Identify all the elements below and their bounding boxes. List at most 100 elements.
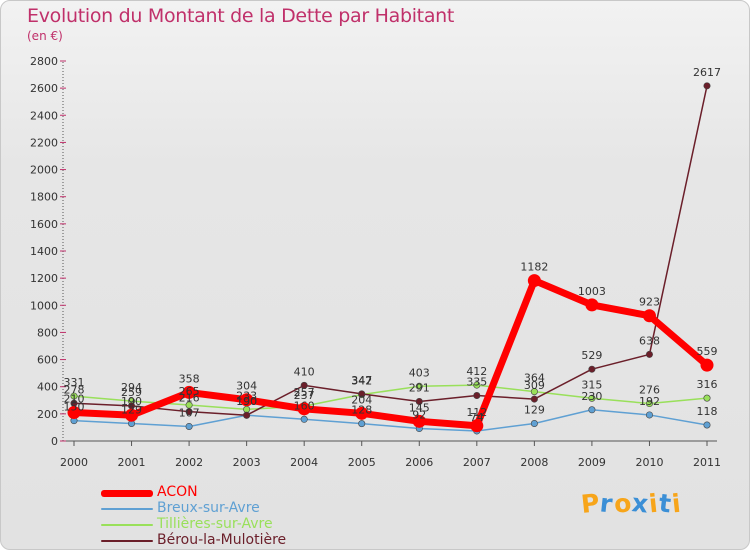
data-label: 204 bbox=[351, 393, 372, 406]
data-label: 192 bbox=[639, 395, 660, 408]
data-point bbox=[243, 411, 251, 419]
data-label: 315 bbox=[581, 378, 602, 391]
y-tick-label: 1800 bbox=[30, 191, 58, 204]
data-point bbox=[297, 402, 311, 416]
series-line bbox=[73, 277, 710, 430]
data-point bbox=[412, 414, 426, 428]
chart-title: Evolution du Montant de la Dette par Hab… bbox=[27, 5, 455, 27]
x-tick-label: 2006 bbox=[405, 456, 433, 469]
data-label: 335 bbox=[466, 376, 487, 389]
data-point bbox=[358, 390, 366, 398]
x-tick-label: 2009 bbox=[578, 456, 606, 469]
data-point bbox=[588, 394, 596, 402]
data-point bbox=[700, 358, 714, 372]
data-label: 107 bbox=[179, 406, 200, 419]
data-point bbox=[530, 388, 538, 396]
data-point bbox=[70, 392, 78, 400]
legend-label: Bérou-la-Mulotière bbox=[157, 532, 287, 548]
y-tick-label: 1000 bbox=[30, 299, 58, 312]
data-label: 410 bbox=[294, 365, 315, 378]
proxiti-logo: Proxiti bbox=[580, 488, 683, 519]
x-tick-label: 2001 bbox=[118, 456, 146, 469]
data-label: 112 bbox=[466, 406, 487, 419]
data-label: 118 bbox=[697, 405, 718, 418]
data-label: 150 bbox=[64, 401, 85, 414]
data-point bbox=[125, 408, 139, 422]
data-label: 128 bbox=[351, 404, 372, 417]
data-label: 1182 bbox=[520, 261, 548, 274]
data-label: 160 bbox=[294, 399, 315, 412]
y-tick-label: 1400 bbox=[30, 245, 58, 258]
legend-swatch bbox=[101, 508, 153, 510]
data-label: 316 bbox=[697, 378, 718, 391]
data-label: 2617 bbox=[693, 66, 721, 79]
x-tick-label: 2008 bbox=[520, 456, 548, 469]
y-tick-label: 600 bbox=[37, 354, 58, 367]
data-point bbox=[588, 406, 596, 414]
line-chart: 0 200 400 600 800 1000 1200 1400 1600 1800 2000 220… bbox=[30, 55, 721, 469]
data-point bbox=[470, 419, 484, 433]
data-point bbox=[530, 395, 538, 403]
data-point bbox=[415, 382, 423, 390]
data-point bbox=[703, 421, 711, 429]
data-label: 276 bbox=[639, 384, 660, 397]
data-label: 230 bbox=[581, 390, 602, 403]
chart-subtitle: (en €) bbox=[27, 29, 63, 43]
data-label: 190 bbox=[236, 395, 257, 408]
y-tick-label: 1200 bbox=[30, 272, 58, 285]
data-label: 559 bbox=[697, 345, 718, 358]
data-label: 304 bbox=[236, 380, 257, 393]
data-label: 145 bbox=[409, 401, 430, 414]
x-tick-label: 2002 bbox=[175, 456, 203, 469]
data-label: 638 bbox=[639, 334, 660, 347]
data-label: 210 bbox=[64, 393, 85, 406]
data-point bbox=[645, 400, 653, 408]
x-tick-label: 2005 bbox=[348, 456, 376, 469]
x-tick-label: 2010 bbox=[635, 456, 663, 469]
data-label: 237 bbox=[294, 389, 315, 402]
x-tick-label: 2011 bbox=[693, 456, 721, 469]
data-point bbox=[185, 422, 193, 430]
x-tick-label: 2000 bbox=[60, 456, 88, 469]
data-label: 923 bbox=[639, 296, 660, 309]
series-line bbox=[73, 85, 708, 416]
data-point bbox=[642, 309, 656, 323]
data-point bbox=[585, 298, 599, 312]
y-tick-label: 0 bbox=[51, 435, 58, 448]
legend-label: Tillières-sur-Avre bbox=[157, 516, 273, 532]
logo-letter: i bbox=[670, 488, 683, 519]
data-label: 92 bbox=[412, 409, 426, 422]
x-tick-label: 2007 bbox=[463, 456, 491, 469]
legend-label: ACON bbox=[157, 484, 198, 500]
data-label: 265 bbox=[179, 385, 200, 398]
data-point bbox=[182, 385, 196, 399]
data-point bbox=[300, 381, 308, 389]
y-tick-label: 2600 bbox=[30, 82, 58, 95]
data-label: 331 bbox=[64, 376, 85, 389]
y-tick-label: 400 bbox=[37, 381, 58, 394]
data-label: 358 bbox=[179, 372, 200, 385]
data-label: 129 bbox=[121, 403, 142, 416]
data-point bbox=[703, 394, 711, 402]
x-tick-label: 2004 bbox=[290, 456, 318, 469]
data-label: 190 bbox=[121, 395, 142, 408]
legend-label: Breux-sur-Avre bbox=[157, 500, 260, 516]
data-point bbox=[355, 406, 369, 420]
legend-swatch bbox=[101, 490, 153, 497]
y-tick-label: 2200 bbox=[30, 136, 58, 149]
data-label: 291 bbox=[409, 382, 430, 395]
data-point bbox=[185, 408, 193, 416]
data-point bbox=[645, 350, 653, 358]
y-tick-label: 2000 bbox=[30, 164, 58, 177]
data-point bbox=[703, 82, 711, 90]
data-label: 259 bbox=[121, 386, 142, 399]
data-point bbox=[473, 392, 481, 400]
data-label: 412 bbox=[466, 365, 487, 378]
data-point bbox=[358, 420, 366, 428]
data-point bbox=[527, 274, 541, 288]
data-label: 278 bbox=[64, 383, 85, 396]
data-point bbox=[415, 398, 423, 406]
data-label: 529 bbox=[581, 349, 602, 362]
data-label: 190 bbox=[236, 395, 257, 408]
